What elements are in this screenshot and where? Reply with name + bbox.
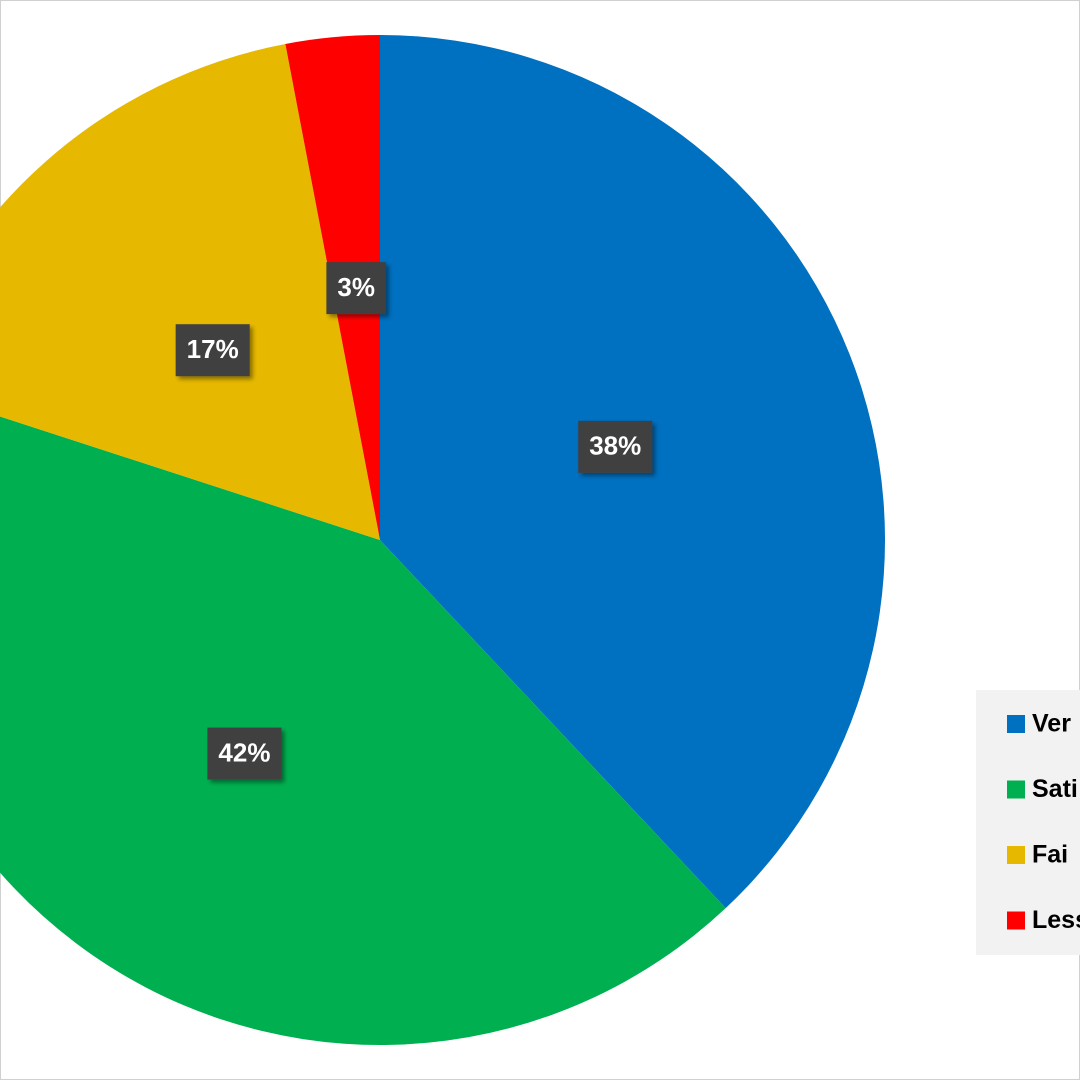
- pie-slice: [0, 416, 726, 1045]
- legend-label: Sati: [1032, 775, 1078, 803]
- data-label-text: 38%: [589, 431, 641, 461]
- legend: Ver Sati Fai Less: [976, 690, 1080, 955]
- data-label: 17%: [175, 324, 250, 377]
- pie-slice: [0, 43, 380, 540]
- legend-swatch: [1007, 846, 1025, 864]
- data-labels: 38% 42% 17% 3%: [175, 262, 653, 780]
- data-label-box: [326, 262, 386, 315]
- legend-swatch: [1007, 780, 1025, 799]
- legend-label: Less: [1032, 906, 1080, 934]
- legend-swatch: [1007, 911, 1025, 930]
- data-label-box: [207, 727, 282, 780]
- legend-box: [976, 690, 1080, 955]
- data-label: 42%: [207, 727, 282, 780]
- data-label: 3%: [326, 262, 386, 315]
- legend-label: Fai: [1032, 841, 1068, 869]
- legend-label: Ver: [1032, 710, 1071, 738]
- data-label-text: 3%: [337, 272, 375, 302]
- legend-swatch: [1007, 715, 1025, 733]
- data-label-text: 17%: [187, 334, 239, 364]
- data-label: 38%: [578, 420, 653, 473]
- data-label-text: 42%: [218, 737, 270, 767]
- data-label-box: [578, 420, 653, 473]
- data-label-box: [175, 324, 250, 377]
